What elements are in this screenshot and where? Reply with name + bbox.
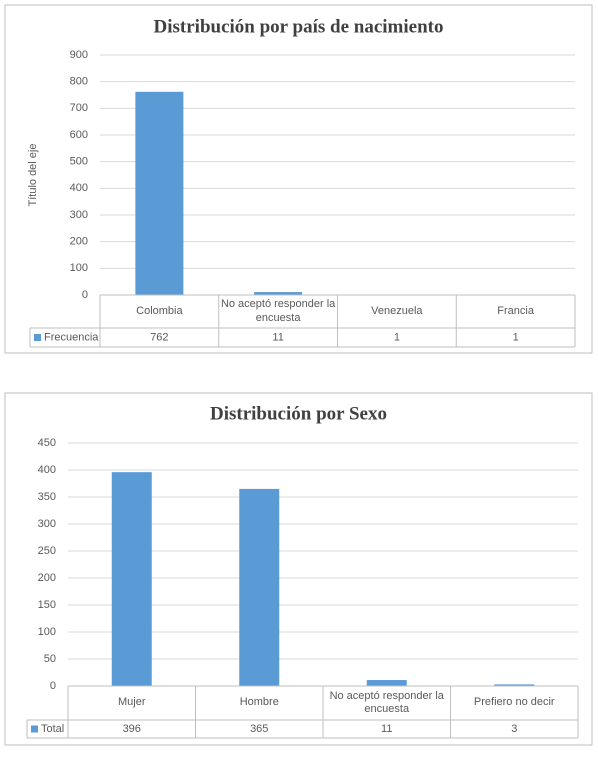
category-cell: No aceptó responder la encuesta [325,687,449,719]
table-value: 3 [511,723,517,735]
legend-swatch [31,726,38,733]
category-cell: Colombia [102,296,217,327]
y-tick-label: 350 [38,491,56,503]
chart-title: Distribución por país de nacimiento [154,16,444,37]
x-tick-label: Hombre [198,687,322,719]
table-value: 762 [150,331,168,343]
x-tick-label: No aceptó responder la encuesta [325,687,449,719]
table-value: 11 [272,331,283,343]
x-tick-label: Mujer [70,687,194,719]
y-tick-label: 400 [38,464,56,476]
x-tick-label: Venezuela [340,296,455,327]
y-tick-label: 450 [38,437,56,449]
y-tick-label: 50 [44,653,56,665]
category-cell: Prefiero no decir [453,687,577,719]
y-tick-label: 200 [38,572,56,584]
y-tick-label: 900 [70,49,88,61]
table-value: 396 [123,723,141,735]
table-value: 1 [513,331,519,343]
x-tick-label: No aceptó responder la encuesta [221,296,336,327]
category-cell: Francia [458,296,573,327]
y-tick-label: 200 [70,236,88,248]
y-tick-label: 800 [70,76,88,88]
y-tick-label: 300 [70,209,88,221]
y-tick-label: 600 [70,129,88,141]
bar [135,92,183,295]
bar [367,680,407,686]
legend-label: Total [41,723,64,735]
category-cell: Hombre [198,687,322,719]
legend-label: Frecuencia [44,331,99,343]
y-tick-label: 500 [70,156,88,168]
category-cell: Venezuela [340,296,455,327]
y-tick-label: 100 [70,262,88,274]
table-value: 11 [381,723,392,735]
y-tick-label: 400 [70,182,88,194]
x-tick-label: Colombia [102,296,217,327]
table-value: 365 [250,723,268,735]
bar [239,489,279,686]
y-tick-label: 250 [38,545,56,557]
y-tick-label: 0 [50,680,56,692]
x-tick-label: Francia [458,296,573,327]
legend-swatch [34,334,41,341]
y-tick-label: 0 [82,289,88,301]
x-tick-label: Prefiero no decir [453,687,577,719]
table-value: 1 [394,331,400,343]
category-cell: No aceptó responder la encuesta [221,296,336,327]
category-cell: Mujer [70,687,194,719]
y-tick-label: 300 [38,518,56,530]
y-axis-title: Título del eje [27,144,39,207]
y-tick-label: 700 [70,102,88,114]
y-tick-label: 100 [38,626,56,638]
chart-title: Distribución por Sexo [210,403,387,424]
bar [112,472,152,686]
y-tick-label: 150 [38,599,56,611]
